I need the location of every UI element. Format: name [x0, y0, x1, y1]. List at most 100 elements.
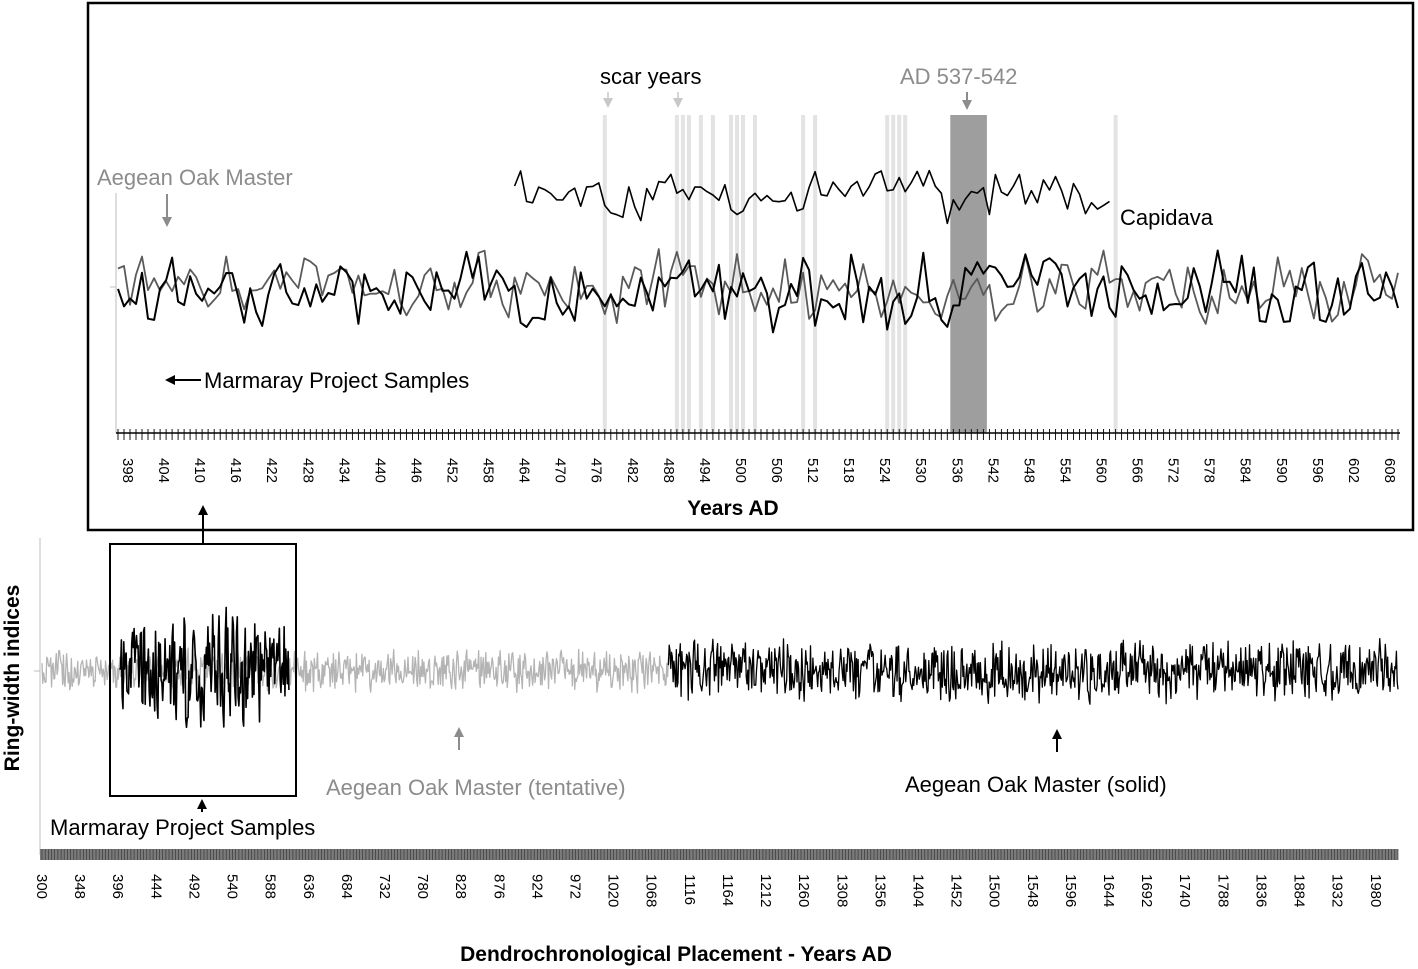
- main-x-tick-label-396: 396: [109, 874, 126, 899]
- inset-x-tick-labels: 398 404 410 416 422 428 434 440 446 452 458 464 470 4…: [119, 458, 1398, 483]
- ad-537-542-label: AD 537-542: [900, 64, 1017, 89]
- inset-x-axis: [116, 429, 1400, 440]
- inset-series-aegean-oak-master: [117, 248, 1399, 325]
- scar-years-label: scar years: [600, 64, 701, 89]
- inset-series-marmaray: [117, 249, 1399, 334]
- ad-537-542-band-538: [956, 115, 963, 433]
- main-x-tick-label-1404: 1404: [910, 874, 927, 907]
- inset-x-tick-label-584: 584: [1237, 458, 1254, 483]
- zoom-box: [109, 543, 297, 797]
- main-panel: Ring-width indices 300 348 396 444 492 540 588…: [1, 538, 1399, 966]
- inset-x-tick-label-512: 512: [804, 458, 821, 483]
- ad-537-542-band-539: [962, 115, 969, 433]
- main-x-tick-label-1164: 1164: [719, 874, 736, 906]
- inset-x-tick-label-518: 518: [840, 458, 857, 483]
- inset-x-tick-label-530: 530: [912, 458, 929, 483]
- inset-x-tick-label-428: 428: [299, 458, 316, 483]
- main-x-tick-label-1788: 1788: [1214, 874, 1231, 907]
- main-x-tick-label-1356: 1356: [871, 874, 888, 907]
- main-x-tick-label-1212: 1212: [757, 874, 774, 907]
- main-x-tick-label-540: 540: [224, 874, 241, 899]
- main-x-tick-label-1980: 1980: [1367, 874, 1384, 907]
- inset-x-tick-label-446: 446: [408, 458, 425, 483]
- main-x-tick-label-1500: 1500: [986, 874, 1003, 907]
- inset-x-tick-label-524: 524: [876, 458, 893, 483]
- main-x-tick-label-1308: 1308: [833, 874, 850, 907]
- inset-x-tick-label-506: 506: [768, 458, 785, 483]
- main-y-axis-title: Ring-width indices: [1, 585, 24, 772]
- main-x-axis-title: Dendrochronological Placement - Years AD: [460, 943, 892, 966]
- inset-x-tick-label-608: 608: [1381, 458, 1398, 483]
- inset-x-tick-label-422: 422: [263, 458, 280, 483]
- inset-panel: 398 404 410 416 422 428 434 440 446 452 458 464 470 4…: [86, 1, 1415, 532]
- main-x-tick-label-1596: 1596: [1062, 874, 1079, 907]
- main-x-tick-labels: 300 348 396 444 492 540 588 636 684 732 780 828 876 9…: [33, 874, 1384, 907]
- inset-x-tick-label-500: 500: [732, 458, 749, 483]
- marmaray-main-label: Marmaray Project Samples: [50, 815, 315, 840]
- inset-x-tick-label-572: 572: [1165, 458, 1182, 483]
- inset-x-tick-label-482: 482: [624, 458, 641, 483]
- ad-537-542-band-537: [950, 115, 957, 433]
- aegean-solid-label: Aegean Oak Master (solid): [905, 772, 1167, 797]
- inset-x-tick-label-464: 464: [516, 458, 533, 483]
- inset-x-tick-label-398: 398: [119, 458, 136, 483]
- inset-x-tick-label-578: 578: [1201, 458, 1218, 483]
- main-series-marmaray: [119, 606, 290, 729]
- main-x-tick-label-1260: 1260: [795, 874, 812, 907]
- inset-x-tick-label-488: 488: [660, 458, 677, 483]
- inset-x-tick-label-602: 602: [1345, 458, 1362, 483]
- scar-year-band-528: [897, 115, 902, 433]
- scar-year-band-529: [903, 115, 908, 433]
- inset-series-capidava: [513, 169, 1110, 225]
- main-x-axis-tick-band: [40, 849, 1398, 860]
- inset-x-tick-label-596: 596: [1309, 458, 1326, 483]
- scar-year-band-497: [710, 115, 715, 433]
- main-x-tick-label-780: 780: [414, 874, 431, 899]
- inset-x-tick-label-440: 440: [371, 458, 388, 483]
- main-x-tick-label-876: 876: [490, 874, 507, 899]
- main-x-axis: [40, 849, 1399, 860]
- inset-frame: [86, 1, 1415, 532]
- main-x-tick-label-972: 972: [567, 874, 584, 899]
- inset-x-tick-label-560: 560: [1093, 458, 1110, 483]
- inset-x-tick-label-494: 494: [696, 458, 713, 483]
- inset-x-tick-label-536: 536: [948, 458, 965, 483]
- inset-x-tick-label-404: 404: [155, 458, 172, 483]
- inset-x-tick-label-452: 452: [444, 458, 461, 483]
- inset-x-axis-title: Years AD: [687, 497, 778, 520]
- main-x-tick-label-828: 828: [452, 874, 469, 899]
- main-x-tick-label-636: 636: [300, 874, 317, 899]
- scar-year-band-527: [891, 115, 896, 433]
- scar-year-band-526: [885, 115, 890, 433]
- inset-x-tick-label-434: 434: [335, 458, 352, 483]
- main-x-tick-label-1644: 1644: [1100, 874, 1117, 907]
- inset-x-tick-label-542: 542: [984, 458, 1001, 483]
- scar-year-band-514: [813, 115, 818, 433]
- main-x-tick-label-1884: 1884: [1291, 874, 1308, 907]
- main-x-tick-label-1836: 1836: [1252, 874, 1269, 907]
- main-x-tick-label-444: 444: [147, 874, 164, 899]
- main-x-tick-label-492: 492: [185, 874, 202, 899]
- inset-x-tick-label-470: 470: [552, 458, 569, 483]
- inset-x-tick-label-410: 410: [191, 458, 208, 483]
- aegean-tentative-label: Aegean Oak Master (tentative): [326, 775, 626, 800]
- main-series-aegean-solid: [667, 638, 1399, 705]
- inset-x-tick-label-548: 548: [1020, 458, 1037, 483]
- inset-x-tick-label-458: 458: [480, 458, 497, 483]
- capidava-label: Capidava: [1120, 205, 1214, 230]
- ad-537-542-band-541: [974, 115, 981, 433]
- scar-year-band-501: [735, 115, 739, 433]
- main-series-layer: [41, 606, 1399, 729]
- inset-x-tick-label-566: 566: [1129, 458, 1146, 483]
- scar-year-band-493: [686, 115, 691, 433]
- main-x-tick-label-1548: 1548: [1024, 874, 1041, 907]
- scar-year-band-491: [674, 115, 679, 433]
- main-x-tick-label-924: 924: [528, 874, 545, 899]
- scar-year-band-564: [1113, 115, 1118, 433]
- main-x-tick-label-348: 348: [71, 874, 88, 899]
- inset-series-layer: [117, 169, 1399, 334]
- inset-x-tick-label-476: 476: [588, 458, 605, 483]
- main-x-tick-label-1068: 1068: [643, 874, 660, 907]
- scar-year-band-479: [602, 115, 607, 433]
